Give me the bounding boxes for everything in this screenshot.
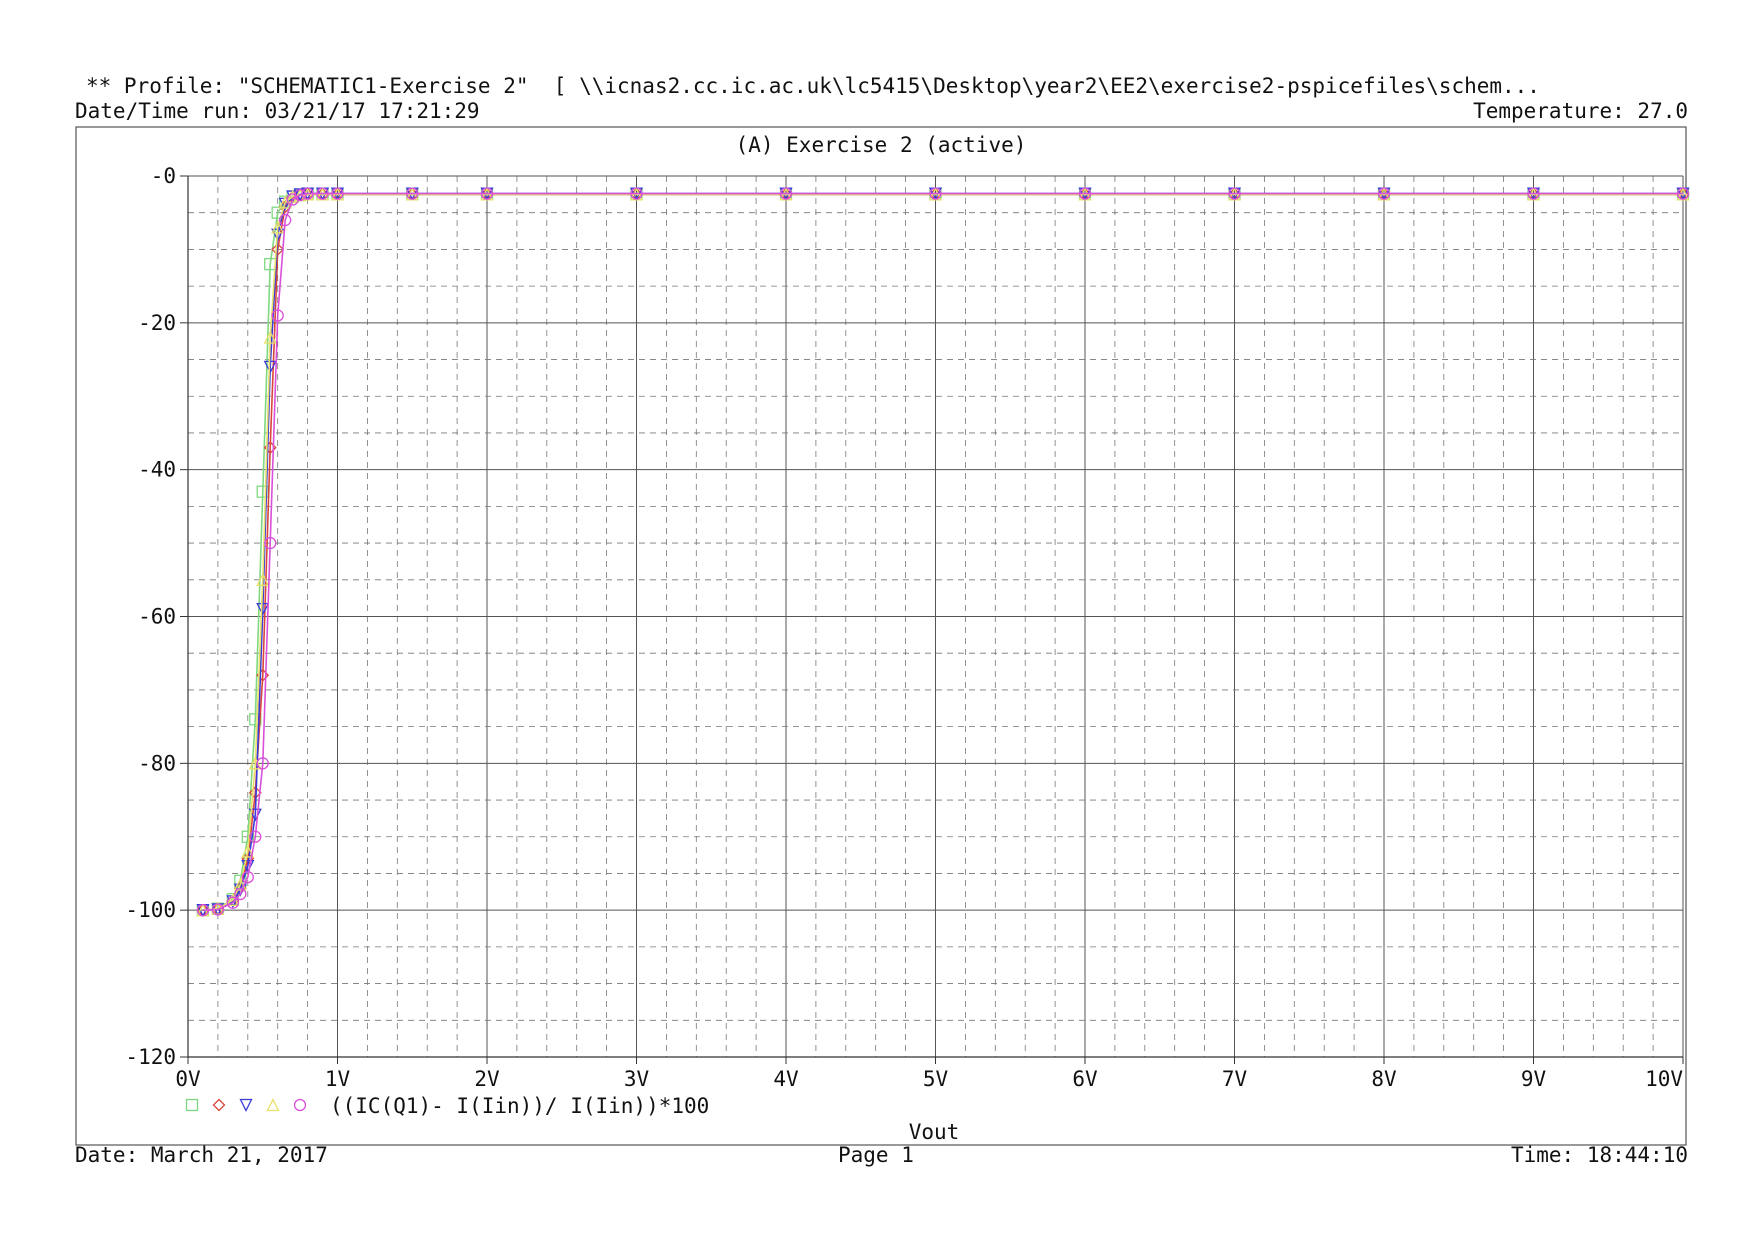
series-4-point xyxy=(256,572,270,586)
x-tick-label: 10V xyxy=(1645,1067,1683,1091)
series-line-5 xyxy=(202,192,1683,911)
legend-marker-3 xyxy=(239,1098,253,1112)
series-5-point xyxy=(241,870,254,884)
date-time-run: Date/Time run: 03/21/17 17:21:29 xyxy=(75,99,480,123)
series-5-point xyxy=(1078,187,1092,200)
footer-date: Date: March 21, 2017 xyxy=(75,1143,328,1167)
series-5-point xyxy=(279,213,292,227)
series-3-point xyxy=(278,197,292,211)
x-tick-label: 9V xyxy=(1521,1067,1547,1091)
series-4-point xyxy=(233,877,247,891)
series-4-point xyxy=(271,220,285,234)
plot-frame xyxy=(75,126,1687,1146)
footer-page: Page 1 xyxy=(838,1143,914,1167)
profile-header: ** Profile: "SCHEMATIC1-Exercise 2" [ \\… xyxy=(86,74,1540,98)
legend: ((IC(Q1)- I(Iin))/ I(Iin))*100 xyxy=(185,1094,709,1118)
series-5-point xyxy=(271,309,284,322)
y-tick-label: -60 xyxy=(138,605,176,629)
series-5-point xyxy=(286,193,299,206)
legend-marker-2 xyxy=(212,1098,226,1112)
x-tick-label: 7V xyxy=(1222,1067,1248,1091)
series-5-point xyxy=(630,187,643,200)
axes xyxy=(180,175,1684,1064)
y-tick-label: -100 xyxy=(125,898,176,922)
series-line-1 xyxy=(202,193,1683,911)
x-tick-label: 1V xyxy=(325,1067,351,1091)
y-tick-label: -80 xyxy=(138,751,176,775)
x-tick-label: 5V xyxy=(923,1067,949,1091)
y-tick-label: -0 xyxy=(151,164,176,188)
x-tick-label: 8V xyxy=(1371,1067,1397,1091)
series-group xyxy=(196,187,1690,918)
series-4-point xyxy=(263,330,277,344)
series-5-point xyxy=(929,187,942,200)
temperature-label: Temperature: 27.0 xyxy=(1473,99,1688,123)
x-tick-label: 4V xyxy=(773,1067,799,1091)
series-5-point xyxy=(264,536,277,550)
x-axis-label: Vout xyxy=(909,1120,960,1144)
series-2-point xyxy=(271,242,285,256)
legend-label: ((IC(Q1)- I(Iin))/ I(Iin))*100 xyxy=(330,1094,709,1118)
y-tick-label: -20 xyxy=(138,311,176,335)
legend-marker-1 xyxy=(185,1098,199,1112)
grid xyxy=(187,175,1684,1058)
series-5-point xyxy=(293,188,307,202)
series-5-point xyxy=(211,903,225,916)
series-5-point xyxy=(1228,187,1241,200)
series-4-point xyxy=(241,844,255,858)
x-tick-label: 0V xyxy=(175,1067,201,1091)
y-tick-label: -40 xyxy=(138,458,176,482)
legend-marker-4 xyxy=(266,1098,280,1112)
series-5-point xyxy=(480,187,494,200)
series-line-3 xyxy=(202,192,1683,911)
series-5-point xyxy=(249,830,262,843)
series-5-point xyxy=(1676,187,1690,200)
series-5-point xyxy=(301,187,314,200)
series-line-2 xyxy=(202,193,1683,911)
series-5-point xyxy=(1527,187,1540,200)
series-5-point xyxy=(316,187,329,200)
chart-title: (A) Exercise 2 (active) xyxy=(736,133,1027,157)
series-5-point xyxy=(779,187,793,200)
x-tick-label: 3V xyxy=(624,1067,650,1091)
series-line-4 xyxy=(202,193,1683,911)
legend-marker-5 xyxy=(293,1098,307,1112)
legend-markers xyxy=(185,1098,307,1112)
series-5-point xyxy=(1377,187,1391,200)
series-5-point xyxy=(196,904,210,917)
y-tick-label: -120 xyxy=(125,1045,176,1069)
series-3-point xyxy=(256,603,270,617)
series-4-point xyxy=(248,756,262,770)
series-5-point xyxy=(331,187,344,200)
series-5-point xyxy=(256,757,269,770)
x-tick-label: 6V xyxy=(1072,1067,1098,1091)
series-5-point xyxy=(406,187,419,200)
x-tick-label: 2V xyxy=(474,1067,500,1091)
series-5-point xyxy=(226,896,240,909)
series-5-point xyxy=(234,887,247,901)
footer-time: Time: 18:44:10 xyxy=(1510,1143,1688,1167)
